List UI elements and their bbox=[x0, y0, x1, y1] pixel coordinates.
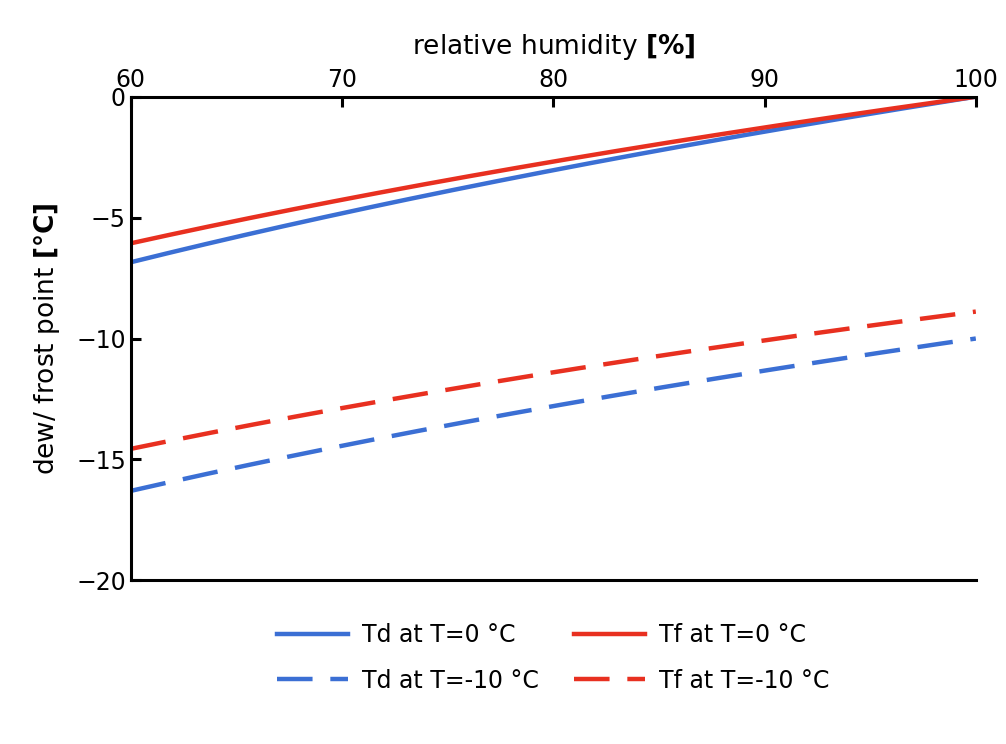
X-axis label: relative humidity $\mathbf{[\%]}$: relative humidity $\mathbf{[\%]}$ bbox=[411, 32, 695, 62]
Legend: Td at T=0 °C, Td at T=-10 °C, Tf at T=0 °C, Tf at T=-10 °C: Td at T=0 °C, Td at T=-10 °C, Tf at T=0 … bbox=[266, 612, 841, 705]
Y-axis label: dew/ frost point $\mathbf{[°C]}$: dew/ frost point $\mathbf{[°C]}$ bbox=[32, 202, 62, 475]
